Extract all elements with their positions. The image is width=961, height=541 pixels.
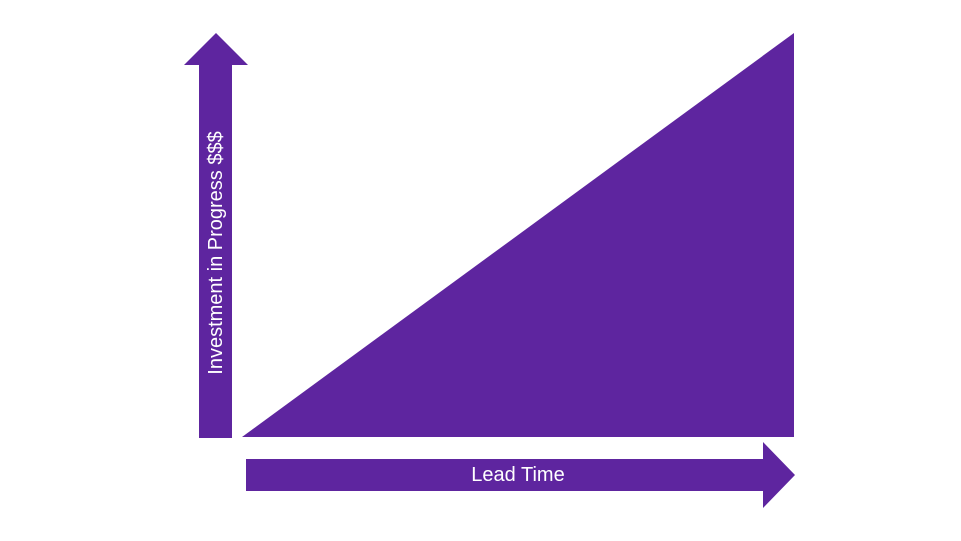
- x-axis-label: Lead Time: [471, 464, 564, 486]
- y-axis-label: Investment in Progress $$$: [205, 131, 227, 374]
- horizontal-arrow-right-icon: [246, 442, 795, 508]
- vertical-arrow-up-icon: [184, 33, 248, 438]
- growth-triangle: [242, 33, 794, 437]
